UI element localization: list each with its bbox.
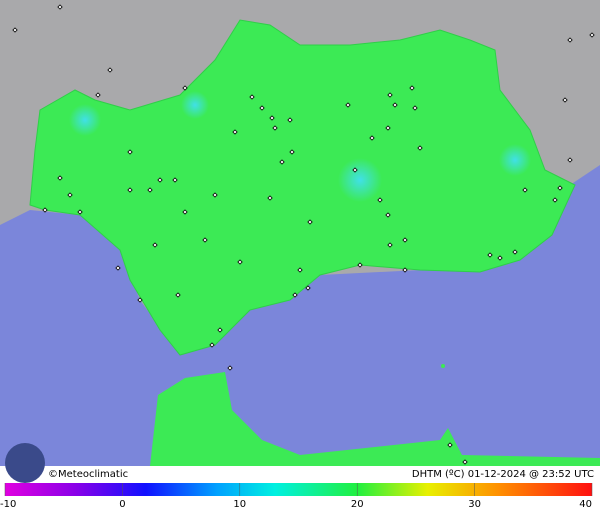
station xyxy=(67,192,73,198)
tick-label: 40 xyxy=(579,499,592,510)
station xyxy=(345,102,351,108)
station xyxy=(402,237,408,243)
island xyxy=(441,364,445,368)
tick-label: 0 xyxy=(119,499,125,510)
station xyxy=(552,197,558,203)
station xyxy=(462,459,468,465)
station xyxy=(209,342,215,348)
station xyxy=(377,197,383,203)
footer xyxy=(0,466,600,482)
station xyxy=(305,285,311,291)
station xyxy=(402,267,408,273)
station xyxy=(522,187,528,193)
station xyxy=(487,252,493,258)
station xyxy=(447,442,453,448)
station xyxy=(357,262,363,268)
station xyxy=(147,187,153,193)
station xyxy=(272,125,278,131)
station xyxy=(289,149,295,155)
stations xyxy=(12,4,595,465)
logo xyxy=(5,443,45,483)
station xyxy=(12,27,18,33)
station xyxy=(115,265,121,271)
morocco xyxy=(150,372,600,466)
station xyxy=(269,115,275,121)
station xyxy=(567,37,573,43)
station xyxy=(202,237,208,243)
station xyxy=(567,157,573,163)
station xyxy=(259,105,265,111)
station xyxy=(157,177,163,183)
station xyxy=(412,105,418,111)
tick-label: 30 xyxy=(468,499,481,510)
station xyxy=(249,94,255,100)
sea xyxy=(0,165,600,466)
tick-label: 10 xyxy=(233,499,246,510)
station xyxy=(392,102,398,108)
station xyxy=(557,185,563,191)
station xyxy=(589,32,595,38)
station xyxy=(57,175,63,181)
cool-spot xyxy=(338,158,382,202)
station xyxy=(182,209,188,215)
station xyxy=(127,187,133,193)
station xyxy=(497,255,503,261)
station xyxy=(42,207,48,213)
station xyxy=(175,292,181,298)
cool-spot xyxy=(69,104,101,136)
station xyxy=(307,219,313,225)
tick-label: 20 xyxy=(351,499,364,510)
station xyxy=(385,125,391,131)
station xyxy=(369,135,375,141)
station xyxy=(387,242,393,248)
station xyxy=(385,212,391,218)
station xyxy=(267,195,273,201)
station xyxy=(95,92,101,98)
station xyxy=(352,167,358,173)
station xyxy=(417,145,423,151)
station xyxy=(212,192,218,198)
colorbar xyxy=(5,483,592,496)
colorbar-ticks: -10 0 10 20 30 40 xyxy=(0,483,593,510)
station xyxy=(57,4,63,10)
caption: DHTM (ºC) 01-12-2024 @ 23:52 UTC xyxy=(412,469,594,480)
station xyxy=(137,297,143,303)
station xyxy=(279,159,285,165)
station xyxy=(562,97,568,103)
station xyxy=(172,177,178,183)
station xyxy=(152,242,158,248)
station xyxy=(287,117,293,123)
station xyxy=(409,85,415,91)
station xyxy=(227,365,233,371)
station xyxy=(77,209,83,215)
cool-spot xyxy=(181,91,209,119)
station xyxy=(107,67,113,73)
station xyxy=(237,259,243,265)
station xyxy=(292,292,298,298)
station xyxy=(387,92,393,98)
andalusia xyxy=(29,19,576,356)
credit: ©Meteoclimatic xyxy=(48,469,128,480)
station xyxy=(512,249,518,255)
tick-label: -10 xyxy=(0,499,16,510)
cool-spot xyxy=(499,144,531,176)
station xyxy=(127,149,133,155)
station xyxy=(182,85,188,91)
station xyxy=(297,267,303,273)
station xyxy=(232,129,238,135)
station xyxy=(217,327,223,333)
